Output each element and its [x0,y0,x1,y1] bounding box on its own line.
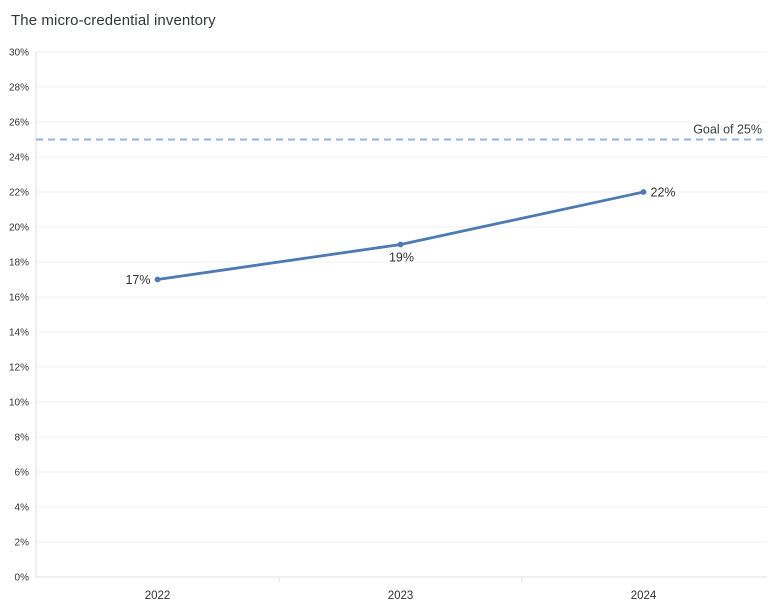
data-point-label: 17% [125,273,150,287]
y-axis-tick-label: 30% [9,48,29,59]
y-axis-tick-label: 28% [9,83,29,94]
y-axis-tick-label: 6% [15,468,30,479]
y-axis-tick-label: 24% [9,153,29,164]
data-point-label: 19% [389,251,414,265]
y-axis-tick-label: 18% [9,258,29,269]
x-axis-category-label: 2024 [631,590,657,602]
x-axis-category-label: 2022 [145,590,171,602]
y-axis-tick-label: 20% [9,223,29,234]
data-point-marker [397,241,404,248]
data-point-marker [640,189,647,195]
y-axis-tick-label: 22% [9,188,29,199]
y-axis-tick-label: 0% [15,573,30,584]
data-point-marker [154,276,161,283]
y-axis-tick-label: 12% [9,363,29,374]
y-axis-tick-label: 10% [9,398,29,409]
x-axis-category-label: 2023 [388,590,414,602]
y-axis-tick-label: 2% [15,538,30,549]
data-point-label: 22% [651,186,676,200]
chart-title: The micro-credential inventory [11,12,216,29]
y-axis-tick-label: 14% [9,328,29,339]
y-axis-tick-label: 8% [15,433,30,444]
goal-line-label: Goal of 25% [693,123,762,137]
series-line [156,190,645,281]
y-axis-tick-label: 4% [15,503,30,514]
y-axis-tick-label: 16% [9,293,29,304]
y-axis-tick-label: 26% [9,118,29,129]
